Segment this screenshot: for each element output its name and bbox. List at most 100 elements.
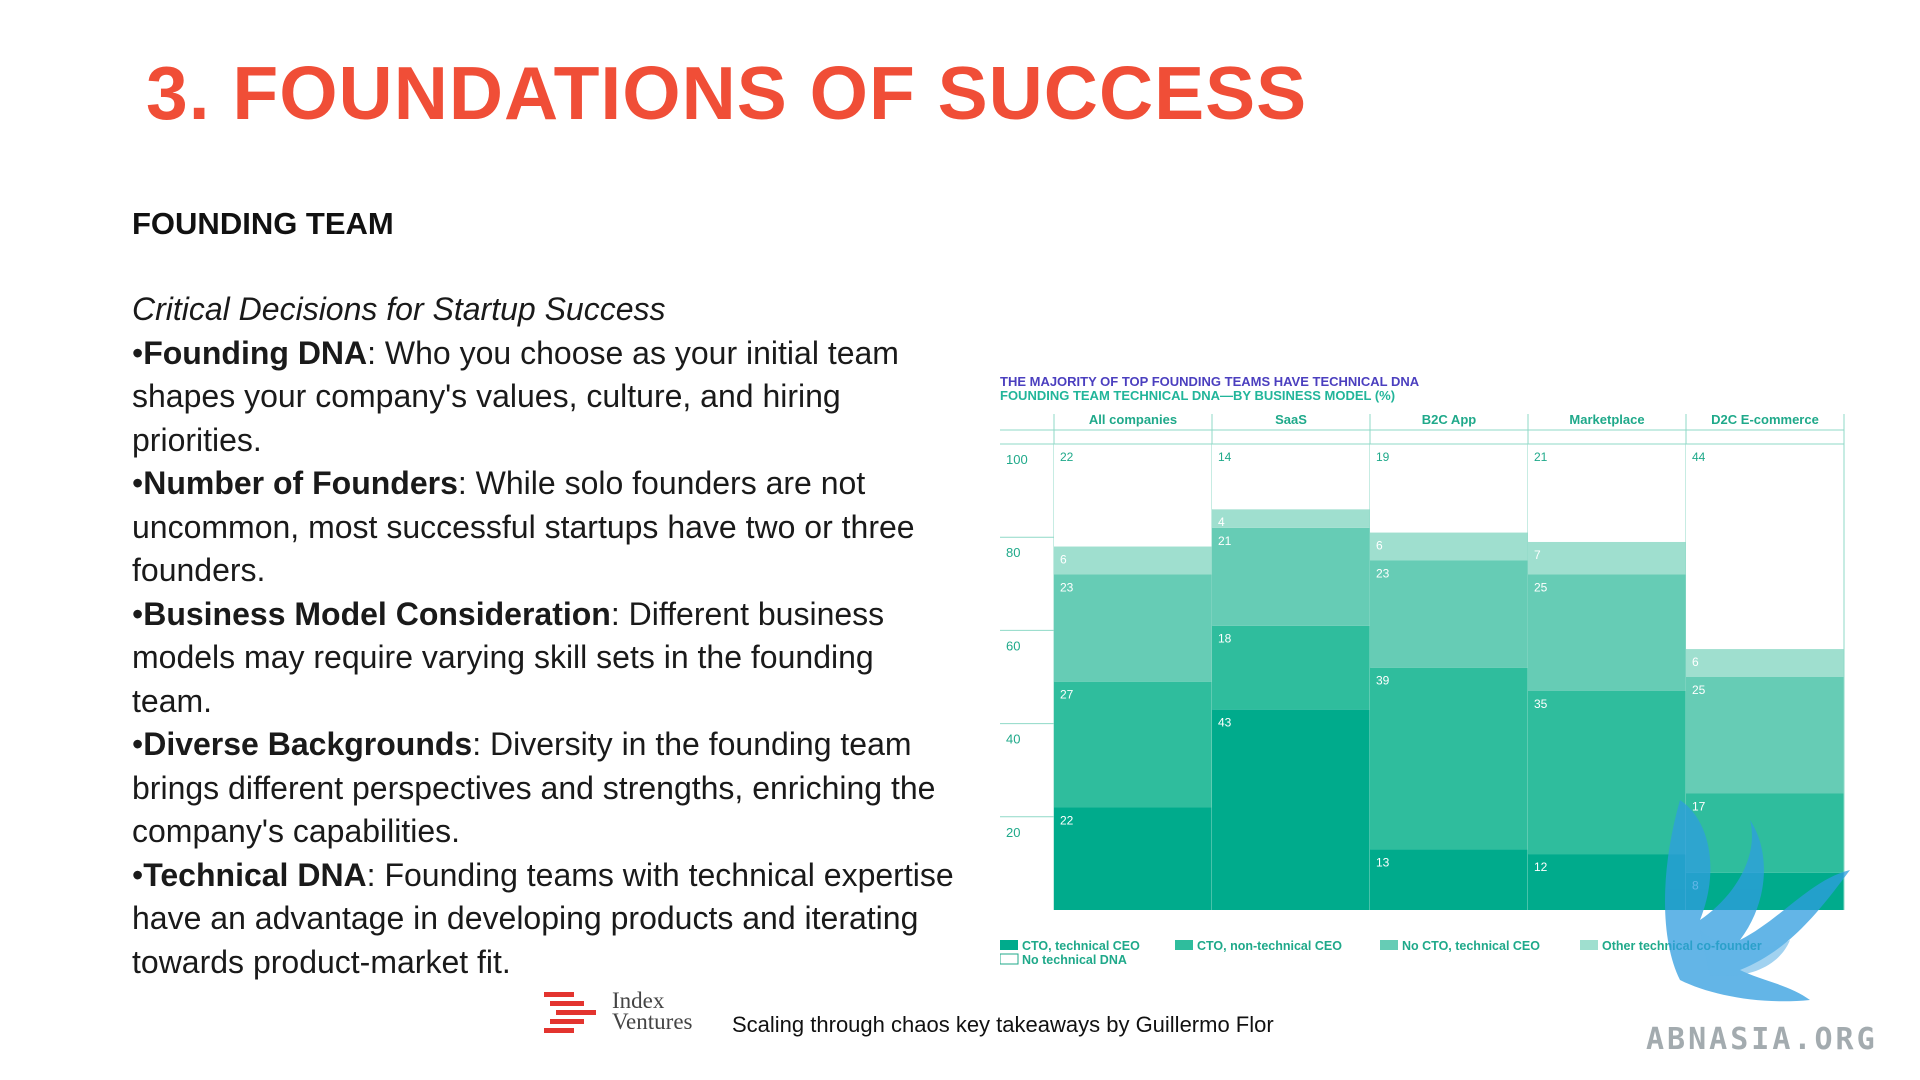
data-label: 35 bbox=[1534, 697, 1548, 711]
legend-label: CTO, non-technical CEO bbox=[1197, 939, 1342, 953]
bullet-char: • bbox=[132, 465, 144, 501]
bar-segment bbox=[1370, 444, 1528, 533]
dragon-watermark-icon bbox=[1665, 800, 1850, 1002]
bar-segment bbox=[1686, 649, 1844, 677]
bullet-text: : While solo founders are not uncommon, … bbox=[132, 465, 915, 588]
bar-segment bbox=[1528, 444, 1686, 542]
bullet-char: • bbox=[132, 595, 144, 632]
data-label: 14 bbox=[1218, 450, 1232, 464]
chart-title: THE MAJORITY OF TOP FOUNDING TEAMS HAVE … bbox=[1000, 374, 1420, 389]
data-label: 22 bbox=[1060, 450, 1074, 464]
y-tick-label: 100 bbox=[1006, 452, 1028, 467]
data-label: 6 bbox=[1692, 655, 1699, 669]
section-heading: FOUNDING TEAM bbox=[132, 206, 394, 241]
legend-swatch bbox=[1580, 940, 1598, 950]
bar-segment bbox=[1686, 444, 1844, 650]
data-label: 4 bbox=[1218, 515, 1225, 529]
bar-segment bbox=[1054, 574, 1212, 682]
data-label: 6 bbox=[1376, 539, 1383, 553]
footer-caption: Scaling through chaos key takeaways by G… bbox=[732, 1012, 1274, 1037]
bar-segment bbox=[1212, 509, 1370, 528]
data-label: 27 bbox=[1060, 688, 1074, 702]
watermark-text: ABNASIA.ORG bbox=[1646, 1022, 1878, 1057]
chart-container: THE MAJORITY OF TOP FOUNDING TEAMS HAVE … bbox=[1000, 370, 1860, 970]
data-label: 17 bbox=[1692, 800, 1706, 814]
bullet-term: Number of Founders bbox=[143, 465, 458, 501]
bullet-item: •Founding DNA: Who you choose as your in… bbox=[132, 332, 962, 463]
legend-swatch bbox=[1175, 940, 1193, 950]
bullet-char: • bbox=[132, 334, 144, 371]
y-tick-label: 40 bbox=[1006, 732, 1020, 747]
body-text: Critical Decisions for Startup Success •… bbox=[132, 288, 962, 984]
data-label: 6 bbox=[1060, 553, 1067, 567]
data-label: 25 bbox=[1534, 580, 1548, 594]
bullet-item: •Business Model Consideration: Different… bbox=[132, 593, 962, 724]
bullet-term: Business Model Consideration bbox=[143, 595, 611, 632]
legend-label: No CTO, technical CEO bbox=[1402, 939, 1540, 953]
bullet-item: •Technical DNA: Founding teams with tech… bbox=[132, 854, 962, 985]
legend-swatch bbox=[1380, 940, 1398, 950]
footer-brand-line1: Index bbox=[612, 988, 665, 1013]
data-label: 21 bbox=[1218, 534, 1232, 548]
footer-brand: Index Ventures bbox=[612, 988, 693, 1034]
data-label: 21 bbox=[1534, 450, 1548, 464]
index-ventures-logo-icon bbox=[544, 992, 596, 1033]
category-label: D2C E-commerce bbox=[1711, 412, 1819, 427]
category-label: SaaS bbox=[1275, 412, 1307, 427]
bullet-item: •Number of Founders: While solo founders… bbox=[132, 462, 962, 593]
bullet-char: • bbox=[132, 726, 144, 762]
bullet-item: •Diverse Backgrounds: Diversity in the f… bbox=[132, 723, 962, 854]
bar-segment bbox=[1686, 677, 1844, 794]
data-label: 43 bbox=[1218, 716, 1232, 730]
data-label: 22 bbox=[1060, 813, 1074, 827]
category-label: B2C App bbox=[1422, 412, 1476, 427]
body-subtitle: Critical Decisions for Startup Success bbox=[132, 291, 666, 327]
legend-label: No technical DNA bbox=[1022, 953, 1127, 967]
bar-segment bbox=[1370, 849, 1528, 910]
bar-segment bbox=[1528, 854, 1686, 910]
stacked-bar-chart: THE MAJORITY OF TOP FOUNDING TEAMS HAVE … bbox=[1000, 374, 1845, 967]
bar-segment bbox=[1212, 709, 1370, 910]
legend-swatch bbox=[1000, 940, 1018, 950]
bar-segment bbox=[1212, 444, 1370, 510]
bullet-text: : Diversity in the founding team brings … bbox=[132, 726, 936, 849]
category-label: Marketplace bbox=[1569, 412, 1644, 427]
bullet-text: : Founding teams with technical expertis… bbox=[132, 856, 954, 980]
bullet-text: : Who you choose as your initial team sh… bbox=[132, 334, 899, 458]
data-label: 44 bbox=[1692, 450, 1706, 464]
bar-segment bbox=[1054, 681, 1212, 808]
bar-segment bbox=[1054, 807, 1212, 910]
bar-segment bbox=[1054, 444, 1212, 547]
y-tick-label: 60 bbox=[1006, 638, 1020, 653]
bar-segment bbox=[1370, 560, 1528, 668]
slide-title: 3. FOUNDATIONS OF SUCCESS bbox=[146, 51, 1308, 135]
bar-segment bbox=[1686, 793, 1844, 873]
bullet-term: Diverse Backgrounds bbox=[143, 726, 473, 762]
category-label: All companies bbox=[1089, 412, 1177, 427]
data-label: 39 bbox=[1376, 674, 1390, 688]
bullet-term: Technical DNA bbox=[143, 856, 367, 893]
chart-subtitle: FOUNDING TEAM TECHNICAL DNA—BY BUSINESS … bbox=[1000, 388, 1395, 403]
bullet-text: : Different business models may require … bbox=[132, 595, 885, 719]
y-tick-label: 20 bbox=[1006, 825, 1020, 840]
footer-brand-line2: Ventures bbox=[612, 1009, 693, 1034]
bullet-term: Founding DNA bbox=[143, 334, 368, 371]
data-label: 19 bbox=[1376, 450, 1390, 464]
bar-segment bbox=[1528, 574, 1686, 691]
data-label: 23 bbox=[1060, 580, 1074, 594]
bar-segment bbox=[1054, 546, 1212, 575]
data-label: 23 bbox=[1376, 567, 1390, 581]
legend-label: CTO, technical CEO bbox=[1022, 939, 1140, 953]
bullet-char: • bbox=[132, 856, 144, 893]
data-label: 12 bbox=[1534, 860, 1548, 874]
data-label: 7 bbox=[1534, 548, 1541, 562]
data-label: 13 bbox=[1376, 855, 1390, 869]
bar-segment bbox=[1528, 690, 1686, 855]
legend-swatch bbox=[1000, 953, 1019, 965]
bar-segment bbox=[1212, 527, 1370, 626]
bar-segment bbox=[1212, 625, 1370, 710]
y-tick-label: 80 bbox=[1006, 545, 1020, 560]
bar-segment bbox=[1370, 532, 1528, 561]
data-label: 18 bbox=[1218, 632, 1232, 646]
data-label: 25 bbox=[1692, 683, 1706, 697]
